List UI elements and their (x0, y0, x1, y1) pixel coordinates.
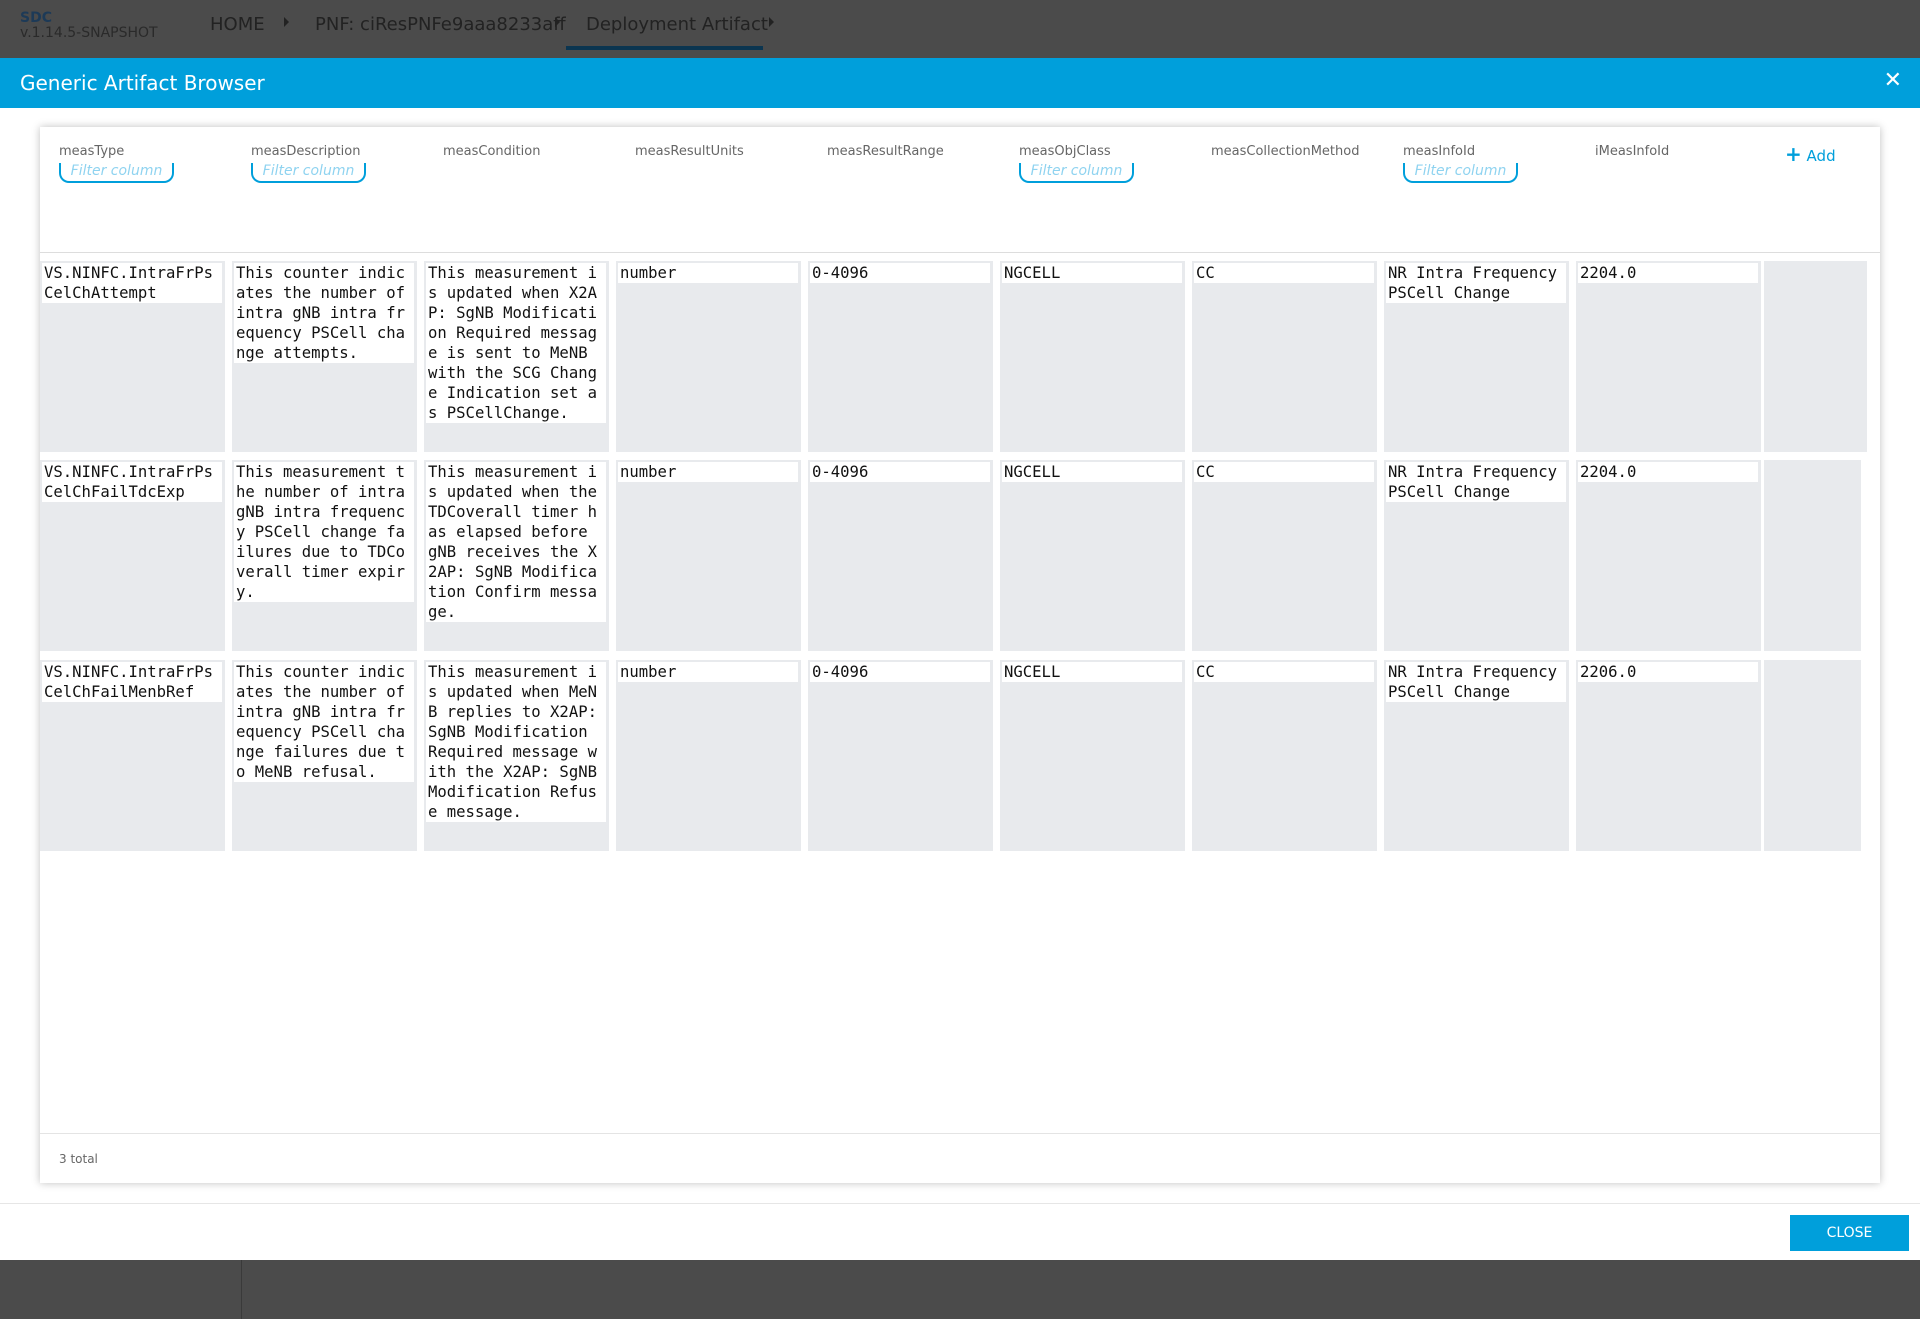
artifact-table: measType Filter column measDescription Filt… (40, 127, 1880, 1183)
close-button[interactable]: CLOSE (1790, 1215, 1909, 1251)
divider (0, 1203, 1920, 1204)
active-tab-indicator (566, 46, 763, 50)
table-cell-measCollectionMethod[interactable]: CC (1192, 660, 1377, 851)
cell-value: This measurement is updated when X2AP: S… (426, 263, 606, 423)
table-cell-measResultUnits[interactable]: number (616, 261, 801, 452)
add-label: Add (1806, 147, 1836, 165)
column-header-iMeasInfoId[interactable]: iMeasInfoId (1595, 144, 1670, 159)
cell-value: 0-4096 (810, 662, 990, 682)
chevron-right-icon (284, 17, 289, 27)
table-cell-measDescription[interactable]: This counter indicates the number of int… (232, 660, 417, 851)
cell-value: 2204.0 (1578, 462, 1758, 482)
table-cell-measResultRange[interactable]: 0-4096 (808, 460, 993, 651)
cell-value: 2204.0 (1578, 263, 1758, 283)
table-cell-measType[interactable]: VS.NINFC.IntraFrPsCelChFailMenbRef (40, 660, 225, 851)
table-cell-measCollectionMethod[interactable]: CC (1192, 460, 1377, 651)
add-column-button[interactable]: + Add (1785, 142, 1836, 166)
cell-value: This measurement is updated when MeNB re… (426, 662, 606, 822)
filter-input-measDescription[interactable]: Filter column (251, 163, 366, 183)
cell-value: NR Intra Frequency PSCell Change (1386, 662, 1566, 702)
table-cell-measInfoId[interactable]: NR Intra Frequency PSCell Change (1384, 460, 1569, 651)
table-cell-measObjClass[interactable]: NGCELL (1000, 460, 1185, 651)
cell-value: NR Intra Frequency PSCell Change (1386, 462, 1566, 502)
cell-value: 0-4096 (810, 462, 990, 482)
cell-value: VS.NINFC.IntraFrPsCelChFailTdcExp (42, 462, 222, 502)
cell-value: 0-4096 (810, 263, 990, 283)
bottom-bar (0, 1260, 1920, 1319)
filter-input-measInfoId[interactable]: Filter column (1403, 163, 1518, 183)
cell-value: NR Intra Frequency PSCell Change (1386, 263, 1566, 303)
table-row: VS.NINFC.IntraFrPsCelChFailMenbRef This c… (40, 660, 1880, 851)
modal-header: Generic Artifact Browser ✕ (0, 58, 1920, 108)
column-header-measDescription[interactable]: measDescription (251, 144, 361, 159)
table-cell-measCondition[interactable]: This measurement is updated when the TDC… (424, 460, 609, 651)
app-version: v.1.14.5-SNAPSHOT (20, 25, 158, 41)
table-cell-measInfoId[interactable]: NR Intra Frequency PSCell Change (1384, 261, 1569, 452)
column-header-measResultUnits[interactable]: measResultUnits (635, 144, 744, 159)
breadcrumb-pnf[interactable]: PNF: ciResPNFe9aaa8233aff (315, 14, 566, 35)
table-cell-actions (1764, 660, 1861, 851)
table-row: VS.NINFC.IntraFrPsCelChFailTdcExp This me… (40, 460, 1880, 651)
table-cell-measType[interactable]: VS.NINFC.IntraFrPsCelChFailTdcExp (40, 460, 225, 651)
table-cell-measType[interactable]: VS.NINFC.IntraFrPsCelChAttempt (40, 261, 225, 452)
cell-value: This counter indicates the number of int… (234, 662, 414, 782)
filter-input-measType[interactable]: Filter column (59, 163, 174, 183)
table-cell-measDescription[interactable]: This measurement the number of intra gNB… (232, 460, 417, 651)
column-header-measInfoId[interactable]: measInfoId (1403, 144, 1476, 159)
table-cell-iMeasInfoId[interactable]: 2206.0 (1576, 660, 1761, 851)
app-name: SDC (20, 10, 52, 26)
cell-value: NGCELL (1002, 462, 1182, 482)
table-cell-measResultRange[interactable]: 0-4096 (808, 261, 993, 452)
table-cell-measResultUnits[interactable]: number (616, 460, 801, 651)
cell-value: number (618, 662, 798, 682)
close-icon[interactable]: ✕ (1883, 68, 1902, 93)
plus-icon: + (1785, 142, 1802, 166)
table-cell-measObjClass[interactable]: NGCELL (1000, 660, 1185, 851)
table-cell-measInfoId[interactable]: NR Intra Frequency PSCell Change (1384, 660, 1569, 851)
cell-value: CC (1194, 263, 1374, 283)
cell-value: This measurement the number of intra gNB… (234, 462, 414, 602)
table-cell-actions (1764, 261, 1867, 452)
cell-value: VS.NINFC.IntraFrPsCelChAttempt (42, 263, 222, 303)
table-header: measType Filter column measDescription Filt… (40, 127, 1880, 253)
cell-value: This counter indicates the number of int… (234, 263, 414, 363)
cell-value: number (618, 462, 798, 482)
divider (40, 1133, 1880, 1134)
column-header-measCollectionMethod[interactable]: measCollectionMethod (1211, 144, 1360, 159)
cell-value: CC (1194, 662, 1374, 682)
cell-value: 2206.0 (1578, 662, 1758, 682)
table-cell-measResultRange[interactable]: 0-4096 (808, 660, 993, 851)
cell-value: NGCELL (1002, 263, 1182, 283)
chevron-right-icon (769, 17, 774, 27)
modal-title: Generic Artifact Browser (20, 71, 265, 95)
table-cell-iMeasInfoId[interactable]: 2204.0 (1576, 261, 1761, 452)
table-cell-measResultUnits[interactable]: number (616, 660, 801, 851)
table-cell-actions (1764, 460, 1861, 651)
breadcrumb-deployment-artifact[interactable]: Deployment Artifact (586, 14, 768, 35)
table-cell-measObjClass[interactable]: NGCELL (1000, 261, 1185, 452)
table-cell-measCollectionMethod[interactable]: CC (1192, 261, 1377, 452)
table-cell-iMeasInfoId[interactable]: 2204.0 (1576, 460, 1761, 651)
cell-value: number (618, 263, 798, 283)
table-row: VS.NINFC.IntraFrPsCelChAttempt This count… (40, 261, 1880, 452)
cell-value: This measurement is updated when the TDC… (426, 462, 606, 622)
chevron-right-icon (555, 17, 560, 27)
cell-value: CC (1194, 462, 1374, 482)
table-cell-measCondition[interactable]: This measurement is updated when MeNB re… (424, 660, 609, 851)
breadcrumb-home[interactable]: HOME (210, 14, 265, 35)
table-cell-measDescription[interactable]: This counter indicates the number of int… (232, 261, 417, 452)
cell-value: NGCELL (1002, 662, 1182, 682)
top-bar: SDC v.1.14.5-SNAPSHOT HOME PNF: ciResPNF… (0, 0, 1920, 58)
column-header-measObjClass[interactable]: measObjClass (1019, 144, 1111, 159)
column-header-measCondition[interactable]: measCondition (443, 144, 541, 159)
filter-input-measObjClass[interactable]: Filter column (1019, 163, 1134, 183)
column-header-measType[interactable]: measType (59, 144, 125, 159)
column-header-measResultRange[interactable]: measResultRange (827, 144, 944, 159)
divider (241, 1260, 242, 1319)
cell-value: VS.NINFC.IntraFrPsCelChFailMenbRef (42, 662, 222, 702)
total-count: 3 total (59, 1152, 98, 1166)
table-cell-measCondition[interactable]: This measurement is updated when X2AP: S… (424, 261, 609, 452)
